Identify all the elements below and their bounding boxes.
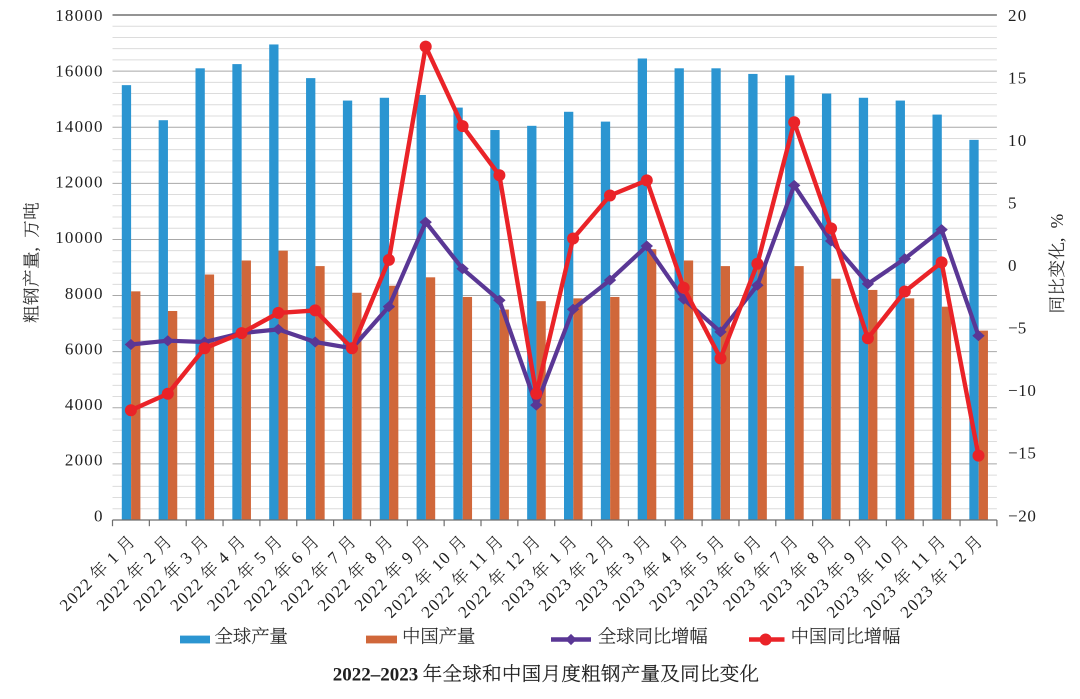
svg-text:%: % bbox=[1047, 214, 1067, 229]
svg-text:0: 0 bbox=[94, 506, 103, 525]
svg-text:,: , bbox=[22, 247, 42, 251]
svg-text:2000: 2000 bbox=[65, 451, 103, 470]
svg-text:10000: 10000 bbox=[55, 228, 102, 247]
svg-text:14000: 14000 bbox=[55, 117, 102, 136]
svg-text:0: 0 bbox=[1008, 256, 1017, 275]
svg-text:12000: 12000 bbox=[55, 173, 102, 192]
svg-text:16000: 16000 bbox=[55, 61, 102, 80]
svg-text:4000: 4000 bbox=[65, 395, 103, 414]
svg-text:5: 5 bbox=[1008, 194, 1017, 213]
svg-text:−15: −15 bbox=[1008, 444, 1036, 463]
svg-text:−5: −5 bbox=[1008, 319, 1026, 338]
svg-text:18000: 18000 bbox=[55, 6, 102, 25]
svg-text:,: , bbox=[1047, 238, 1067, 242]
svg-text:20: 20 bbox=[1008, 6, 1026, 25]
svg-text:8000: 8000 bbox=[65, 284, 103, 303]
svg-text:−10: −10 bbox=[1008, 381, 1036, 400]
svg-text:10: 10 bbox=[1008, 131, 1026, 150]
svg-text:6000: 6000 bbox=[65, 340, 103, 359]
svg-text:2022–2023: 2022–2023 bbox=[333, 665, 419, 686]
svg-text:15: 15 bbox=[1008, 68, 1026, 87]
svg-text:−20: −20 bbox=[1008, 506, 1036, 525]
